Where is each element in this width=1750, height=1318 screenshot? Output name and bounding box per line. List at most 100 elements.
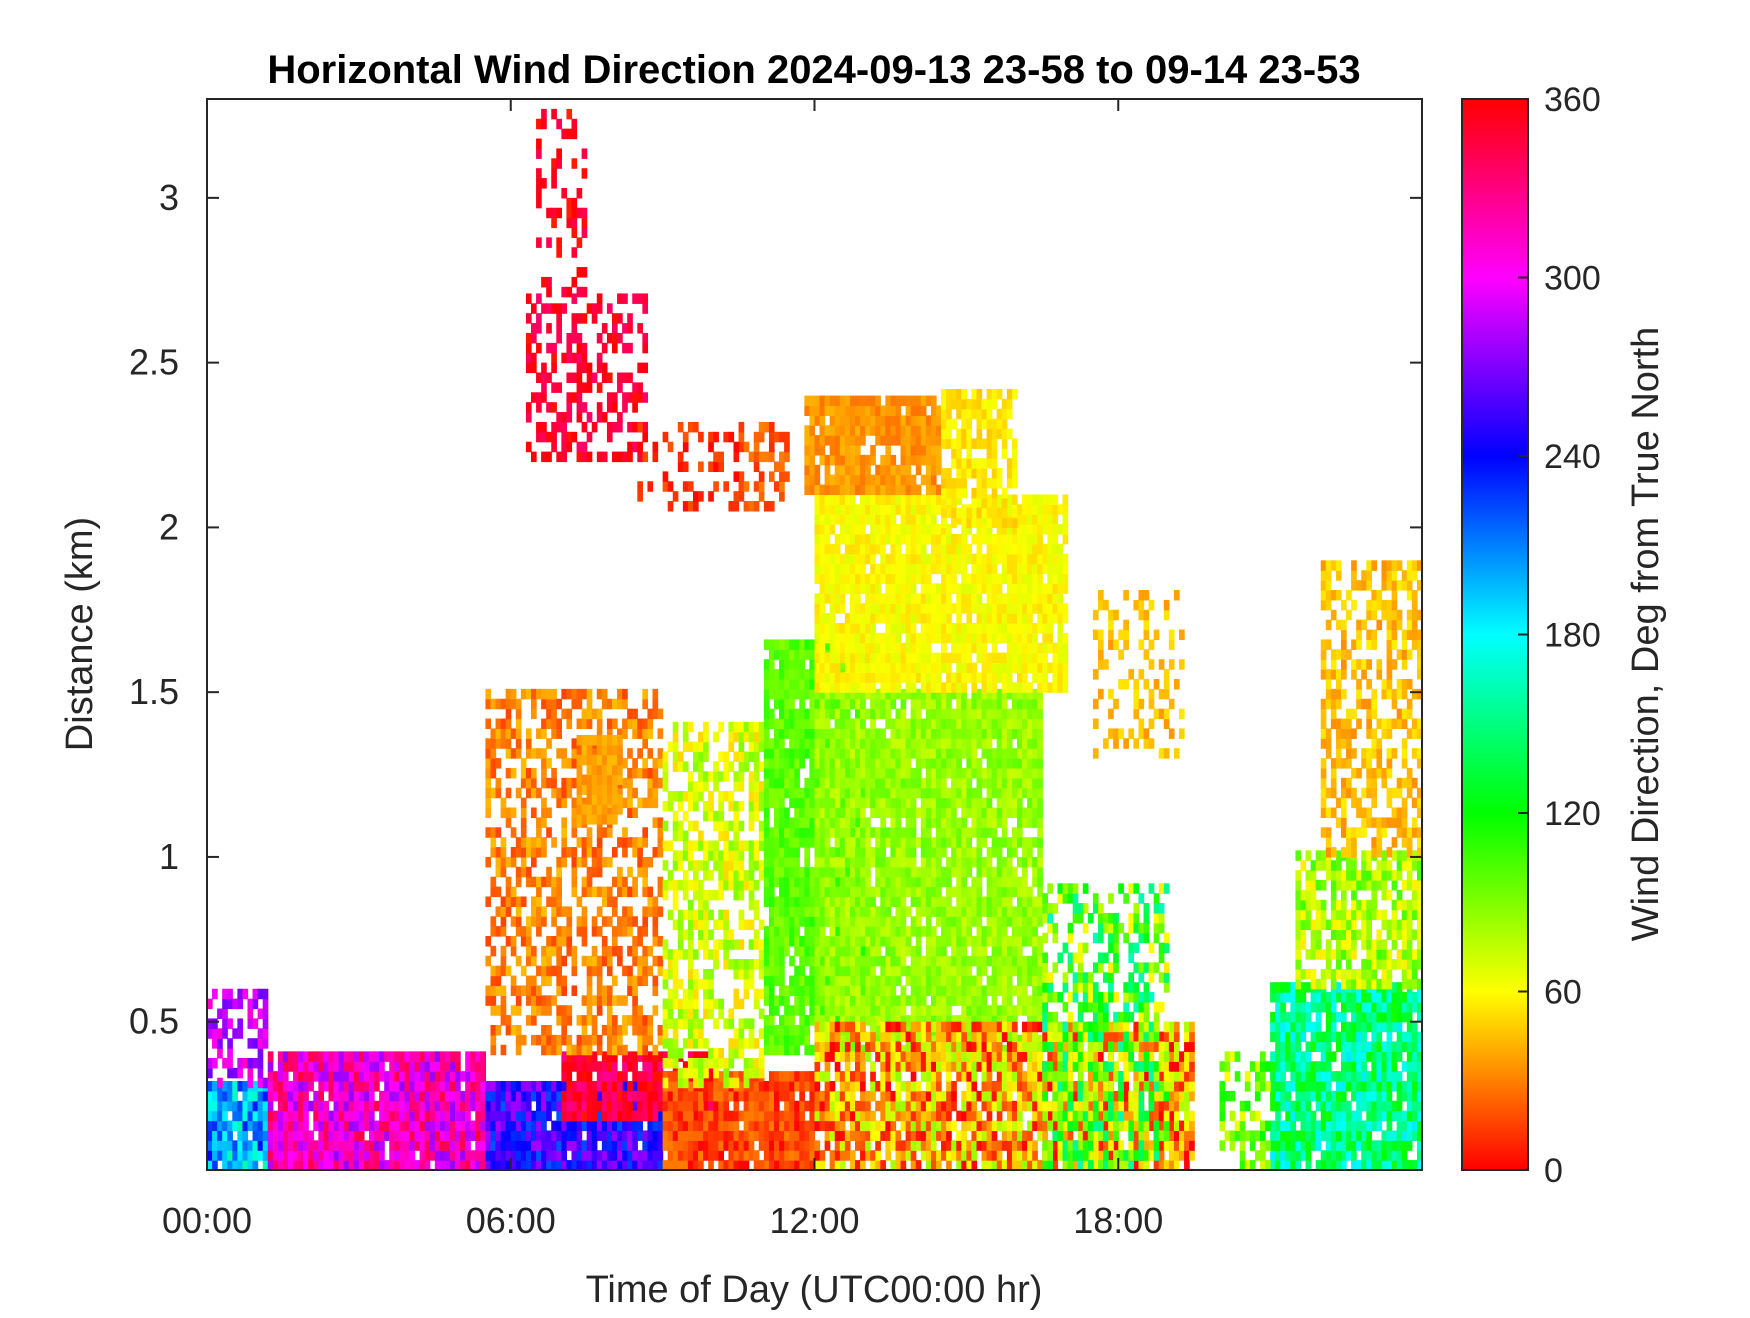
heat-cell	[738, 751, 745, 762]
heat-cell	[703, 800, 709, 812]
heat-cell	[834, 718, 841, 730]
heat-cell	[774, 955, 780, 967]
heat-cell	[277, 1090, 284, 1102]
heat-cell	[657, 1130, 664, 1141]
heat-cell	[348, 1100, 355, 1112]
heat-cell	[865, 738, 871, 749]
heat-cell	[718, 820, 724, 832]
heat-cell	[606, 1051, 613, 1062]
heat-cell	[637, 1130, 643, 1141]
heat-cell	[1001, 767, 1008, 779]
heat-cell	[1027, 728, 1033, 739]
heat-cell	[789, 639, 795, 650]
heat-cell	[470, 1090, 476, 1102]
heat-cell	[824, 1005, 831, 1016]
heat-cell	[627, 1120, 633, 1132]
heat-cell	[925, 688, 932, 700]
heat-cell	[733, 1077, 740, 1089]
heat-cell	[536, 1100, 542, 1112]
heat-cell	[824, 533, 831, 545]
heat-cell	[485, 738, 492, 749]
heat-cell	[627, 718, 633, 730]
heat-cell	[743, 978, 750, 990]
heat-cell	[834, 995, 841, 1006]
heat-cell	[227, 1067, 233, 1079]
heat-cell	[556, 965, 562, 977]
heat-cell	[591, 1051, 598, 1062]
heat-cell	[470, 1100, 476, 1112]
heat-cell	[748, 1028, 755, 1039]
heat-cell	[961, 797, 967, 809]
heat-cell	[272, 1081, 279, 1092]
heat-cell	[1032, 807, 1038, 818]
heat-cell	[298, 1110, 304, 1122]
heat-cell	[520, 777, 527, 789]
heat-cell	[505, 1090, 512, 1102]
heat-cell	[672, 791, 679, 802]
heat-cell	[698, 751, 704, 762]
heat-cell	[1022, 876, 1028, 888]
heat-cell	[743, 1038, 750, 1049]
heat-cell	[768, 1025, 775, 1036]
heat-cell	[546, 758, 552, 769]
heat-cell	[1011, 797, 1018, 809]
heat-cell	[450, 1150, 456, 1161]
heat-cell	[606, 1090, 613, 1102]
heat-cell	[1001, 926, 1008, 937]
heat-cell	[1011, 876, 1018, 888]
heat-cell	[814, 563, 821, 575]
heat-cell	[308, 1130, 314, 1141]
heat-cell	[799, 1090, 805, 1102]
heat-cell	[763, 1120, 770, 1132]
heat-cell	[515, 1140, 522, 1151]
heat-cell	[348, 1071, 355, 1082]
heat-cell	[606, 807, 613, 818]
heat-cell	[414, 1120, 421, 1132]
heat-cell	[763, 669, 770, 680]
heat-cell	[667, 909, 674, 921]
heat-cell	[799, 1120, 805, 1132]
heat-cell	[662, 1160, 669, 1170]
heat-cell	[1022, 698, 1028, 710]
heat-cell	[758, 781, 765, 792]
heat-cell	[819, 662, 826, 673]
heat-cell	[617, 1081, 623, 1092]
heat-cell	[1006, 758, 1013, 769]
heat-cell	[1022, 817, 1028, 828]
heat-cell	[556, 856, 562, 868]
heat-cell	[500, 1160, 507, 1170]
heat-cell	[961, 847, 967, 858]
heat-cell	[495, 1025, 502, 1036]
heat-cell	[693, 1028, 699, 1039]
heat-cell	[875, 936, 881, 947]
heat-cell	[1011, 708, 1018, 720]
heat-cell	[829, 708, 836, 720]
heat-cell	[576, 1150, 583, 1161]
heat-cell	[936, 916, 942, 927]
heat-cell	[991, 767, 998, 779]
heat-cell	[596, 794, 603, 805]
heat-cell	[809, 678, 816, 690]
heat-cell	[262, 1130, 269, 1141]
heat-cell	[693, 840, 699, 851]
heat-cell	[824, 767, 831, 779]
heat-cell	[627, 1061, 633, 1072]
heat-cell	[915, 698, 922, 710]
heat-cell	[905, 837, 912, 848]
heat-cell	[814, 748, 821, 759]
heat-cell	[844, 866, 851, 878]
heat-cell	[804, 847, 811, 858]
heat-cell	[672, 860, 679, 871]
heat-cell	[986, 708, 993, 720]
heat-cell	[571, 1061, 578, 1072]
heat-cell	[409, 1090, 416, 1102]
heat-cell	[531, 787, 537, 799]
heat-cell	[758, 741, 765, 753]
heat-cell	[733, 870, 740, 881]
heat-cell	[566, 847, 573, 858]
heat-cell	[622, 965, 628, 977]
heat-cell	[434, 1150, 441, 1161]
heat-cell	[804, 718, 811, 730]
heat-cell	[217, 1048, 223, 1059]
heat-cell	[591, 708, 598, 720]
